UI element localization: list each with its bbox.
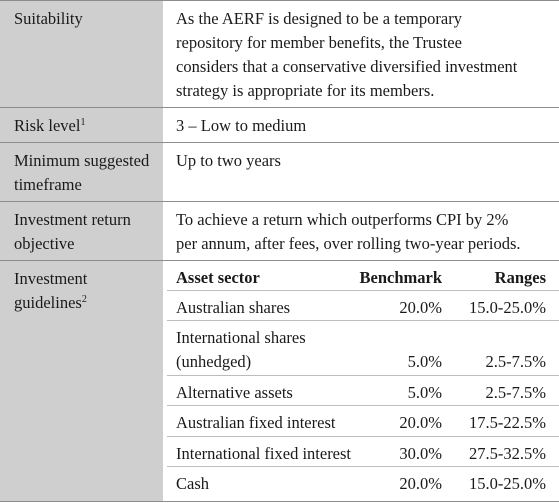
risk-level-label: Risk level1	[0, 108, 165, 142]
return-objective-line: To achieve a return which outperforms CP…	[176, 210, 509, 229]
allocation-header: Asset sector Benchmark Ranges	[176, 266, 559, 290]
asset-sector: Alternative assets	[176, 383, 293, 402]
allocation-divider	[167, 466, 559, 467]
range-value: 2.5-7.5%	[485, 352, 547, 371]
benchmark-value: 20.0%	[399, 413, 442, 432]
asset-sector: International shares	[176, 328, 306, 347]
allocation-divider	[167, 405, 559, 406]
return-objective-label-line: objective	[14, 234, 75, 253]
range-value: 27.5-32.5%	[469, 444, 546, 463]
risk-level-label-text: Risk level	[14, 116, 81, 135]
benchmark-value: 30.0%	[399, 444, 442, 463]
asset-sector-cont: (unhedged)	[176, 352, 252, 371]
timeframe-value: Up to two years	[176, 151, 281, 170]
suitability-line: considers that a conservative diversifie…	[176, 57, 518, 76]
allocation-row: Australian shares 20.0% 15.0-25.0%	[176, 296, 559, 320]
asset-allocation-table: Asset sector Benchmark Ranges Australian…	[167, 261, 559, 501]
footnote-2-marker: 2	[81, 294, 87, 305]
asset-sector: International fixed interest	[176, 444, 352, 463]
asset-sector: Cash	[176, 474, 209, 493]
timeframe-label-line: Minimum suggested	[14, 151, 150, 170]
allocation-row: International fixed interest 30.0% 27.5-…	[176, 442, 559, 466]
benchmark-value: 5.0%	[407, 352, 442, 371]
suitability-label-text: Suitability	[14, 9, 83, 28]
benchmark-value: 20.0%	[399, 298, 442, 317]
risk-level-row: Risk level1 3 – Low to medium	[0, 107, 559, 142]
return-objective-value: To achieve a return which outperforms CP…	[167, 202, 559, 260]
suitability-row: Suitability As the AERF is designed to b…	[0, 0, 559, 107]
ranges-header: Ranges	[494, 268, 546, 287]
benchmark-value: 20.0%	[399, 474, 442, 493]
suitability-line: As the AERF is designed to be a temporar…	[176, 9, 462, 28]
timeframe-label-line: timeframe	[14, 175, 82, 194]
range-value: 15.0-25.0%	[469, 474, 546, 493]
return-objective-label: Investment return objective	[0, 202, 165, 260]
timeframe-row: Minimum suggested timeframe Up to two ye…	[0, 142, 559, 201]
allocation-row: Cash 20.0% 15.0-25.0%	[176, 472, 559, 496]
allocation-divider	[167, 436, 559, 437]
guidelines-label-line: Investment	[14, 269, 88, 288]
allocation-row: Australian fixed interest 20.0% 17.5-22.…	[176, 411, 559, 435]
timeframe-label: Minimum suggested timeframe	[0, 143, 165, 201]
asset-sector: Australian fixed interest	[176, 413, 336, 432]
footnote-1-marker: 1	[80, 117, 86, 128]
suitability-value: As the AERF is designed to be a temporar…	[167, 1, 559, 107]
allocation-divider	[167, 375, 559, 376]
guidelines-label-line-2: guidelines2	[14, 291, 163, 315]
asset-sector-header: Asset sector	[176, 268, 260, 287]
return-objective-row: Investment return objective To achieve a…	[0, 201, 559, 260]
range-value: 2.5-7.5%	[485, 383, 547, 402]
allocation-row: Alternative assets 5.0% 2.5-7.5%	[176, 381, 559, 405]
suitability-line: strategy is appropriate for its members.	[176, 81, 435, 100]
range-value: 15.0-25.0%	[469, 298, 546, 317]
asset-sector: Australian shares	[176, 298, 291, 317]
benchmark-value: 5.0%	[407, 383, 442, 402]
benchmark-header: Benchmark	[359, 268, 443, 287]
range-value: 17.5-22.5%	[469, 413, 546, 432]
allocation-divider	[167, 290, 559, 291]
risk-level-value: 3 – Low to medium	[176, 116, 307, 135]
allocation-divider	[167, 320, 559, 321]
investment-guidelines-label: Investment guidelines2	[0, 261, 165, 501]
guidelines-label-text: guidelines	[14, 293, 82, 312]
allocation-row-cont: (unhedged) 5.0% 2.5-7.5%	[176, 350, 559, 374]
return-objective-line: per annum, after fees, over rolling two-…	[176, 234, 521, 253]
return-objective-label-line: Investment return	[14, 210, 131, 229]
investment-guidelines-row: Investment guidelines2 Asset sector Benc…	[0, 260, 559, 502]
suitability-line: repository for member benefits, the Trus…	[176, 33, 462, 52]
allocation-row: International shares	[176, 326, 559, 350]
suitability-label: Suitability	[0, 1, 165, 107]
